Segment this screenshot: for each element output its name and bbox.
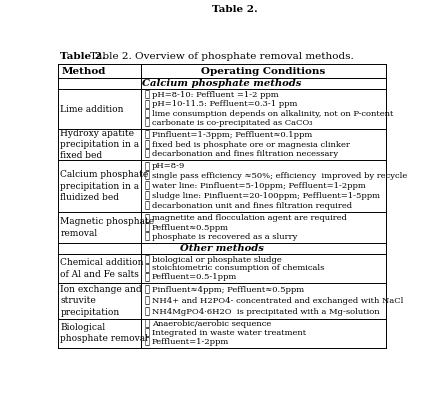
Text: Peffluent≈0.5ppm: Peffluent≈0.5ppm <box>152 224 229 232</box>
Text: phosphate is recovered as a slurry: phosphate is recovered as a slurry <box>152 233 297 241</box>
Text: ✓: ✓ <box>145 286 150 295</box>
Text: Pinfluent≈4ppm; Peffluent≈0.5ppm: Pinfluent≈4ppm; Peffluent≈0.5ppm <box>152 286 304 294</box>
Text: stoichiometric consumption of chemicals: stoichiometric consumption of chemicals <box>152 264 324 273</box>
Text: ✓: ✓ <box>145 214 150 223</box>
Text: Chemical addition
of Al and Fe salts: Chemical addition of Al and Fe salts <box>60 258 144 279</box>
Text: Ion exchange and
struvite
precipitation: Ion exchange and struvite precipitation <box>60 285 142 317</box>
Text: ✓: ✓ <box>145 90 150 100</box>
Text: ✓: ✓ <box>145 329 150 338</box>
Text: lime consumption depends on alkalinity, not on P-content: lime consumption depends on alkalinity, … <box>152 110 393 118</box>
Text: Magnetic phosphate
removal: Magnetic phosphate removal <box>60 217 155 238</box>
Text: Anaerobic/aerobic sequence: Anaerobic/aerobic sequence <box>152 320 271 328</box>
Text: ✓: ✓ <box>145 149 150 159</box>
Text: decarbonation and fines filtration necessary: decarbonation and fines filtration neces… <box>152 150 338 158</box>
Text: Table 2. Overview of phosphate removal methods.: Table 2. Overview of phosphate removal m… <box>60 52 324 61</box>
Text: sludge line: Pinfluent=20-100ppm; Peffluent=1-5ppm: sludge line: Pinfluent=20-100ppm; Pefflu… <box>152 192 380 200</box>
Text: Pinfluent=1-3ppm; Peffluent≈0.1ppm: Pinfluent=1-3ppm; Peffluent≈0.1ppm <box>152 131 312 139</box>
Text: ✓: ✓ <box>145 307 150 316</box>
Text: ✓: ✓ <box>145 320 150 329</box>
Text: Table 2.: Table 2. <box>212 5 258 14</box>
Text: Other methods: Other methods <box>180 244 264 253</box>
Text: ✓: ✓ <box>145 119 150 127</box>
Text: pH=8-9: pH=8-9 <box>152 162 185 170</box>
Text: ✓: ✓ <box>145 140 150 149</box>
Text: Peffluent=0.5-1ppm: Peffluent=0.5-1ppm <box>152 273 237 281</box>
Text: Method: Method <box>61 67 106 76</box>
Text: ✓: ✓ <box>145 109 150 118</box>
Text: ✓: ✓ <box>145 255 150 264</box>
Text: ✓: ✓ <box>145 162 150 171</box>
Text: decarbonation unit and fines filtration required: decarbonation unit and fines filtration … <box>152 202 352 210</box>
Text: Operating Conditions: Operating Conditions <box>201 67 326 76</box>
Text: Hydroxy apatite
precipitation in a
fixed bed: Hydroxy apatite precipitation in a fixed… <box>60 129 139 161</box>
Text: water line: Pinfluent=5-10ppm; Peffluent=1-2ppm: water line: Pinfluent=5-10ppm; Peffluent… <box>152 182 365 190</box>
Text: ✓: ✓ <box>145 223 150 232</box>
Text: ✓: ✓ <box>145 131 150 140</box>
Text: pH=10-11.5: Peffluent=0.3-1 ppm: pH=10-11.5: Peffluent=0.3-1 ppm <box>152 100 297 108</box>
Text: pH=8-10: Peffluent =1-2 ppm: pH=8-10: Peffluent =1-2 ppm <box>152 91 278 99</box>
Text: fixed bed is phosphate ore or magnesia clinker: fixed bed is phosphate ore or magnesia c… <box>152 141 350 149</box>
Text: ✓: ✓ <box>145 273 150 282</box>
Text: biological or phosphate sludge: biological or phosphate sludge <box>152 256 281 264</box>
Text: carbonate is co-precipitated as CaCO₃: carbonate is co-precipitated as CaCO₃ <box>152 119 312 127</box>
Text: Table 2.: Table 2. <box>60 52 106 61</box>
Text: ✓: ✓ <box>145 337 150 347</box>
Text: Lime addition: Lime addition <box>60 105 124 114</box>
Text: ✓: ✓ <box>145 201 150 210</box>
Text: ✓: ✓ <box>145 264 150 273</box>
Text: ✓: ✓ <box>145 182 150 190</box>
Text: ✓: ✓ <box>145 296 150 305</box>
Text: ✓: ✓ <box>145 100 150 109</box>
Text: magnetite and flocculation agent are required: magnetite and flocculation agent are req… <box>152 214 347 222</box>
Text: NH4+ and H2PO4- concentrated and exchanged with NaCl: NH4+ and H2PO4- concentrated and exchang… <box>152 297 403 305</box>
Text: ✓: ✓ <box>145 191 150 200</box>
Text: ✓: ✓ <box>145 172 150 181</box>
Text: ✓: ✓ <box>145 232 150 242</box>
Text: Table 2. Overview of phosphate removal methods.: Table 2. Overview of phosphate removal m… <box>212 5 433 14</box>
Text: Table 2. Overview of phosphate removal methods.: Table 2. Overview of phosphate removal m… <box>90 52 354 61</box>
Text: Biological
phosphate removal: Biological phosphate removal <box>60 323 148 343</box>
Text: NH4MgPO4·6H2O  is precipitated with a Mg-solution: NH4MgPO4·6H2O is precipitated with a Mg-… <box>152 308 379 315</box>
Text: Calcium phosphate
precipitation in a
fluidized bed: Calcium phosphate precipitation in a flu… <box>60 170 149 202</box>
Text: single pass efficiency ≈50%; efficiency  improved by recycle: single pass efficiency ≈50%; efficiency … <box>152 172 407 180</box>
Text: Integrated in waste water treatment: Integrated in waste water treatment <box>152 329 306 337</box>
Text: Calcium phosphate methods: Calcium phosphate methods <box>142 79 302 88</box>
Text: Peffluent=1-2ppm: Peffluent=1-2ppm <box>152 338 229 346</box>
Text: Table 2.: Table 2. <box>199 52 245 61</box>
